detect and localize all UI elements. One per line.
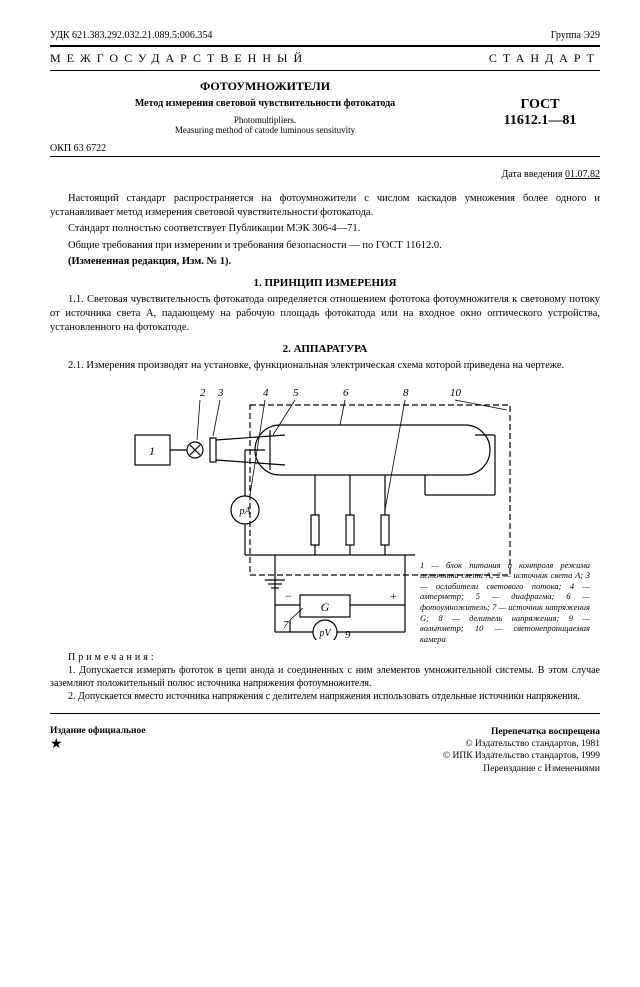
title-english-1: Photomultipliers. <box>50 115 480 125</box>
rule-footer <box>50 713 600 714</box>
diagram-label-10: 10 <box>450 387 462 399</box>
star-icon: ★ <box>50 736 146 753</box>
note-1: 1. Допускается измерять фототок в цепи а… <box>50 664 600 690</box>
footer-right: Перепечатка воспрещена © Издательство ст… <box>443 726 600 775</box>
svg-text:−: − <box>285 589 292 603</box>
diagram-label-4: 4 <box>263 387 269 399</box>
diagram-label-7: 7 <box>283 619 289 631</box>
title-russian: ФОТОУМНОЖИТЕЛИ <box>50 79 480 94</box>
diagram-label-5: 5 <box>293 387 299 399</box>
top-codes-row: УДК 621.383.292.032.21.089.5:006.354 Гру… <box>50 30 600 41</box>
section-2-heading: 2. АППАРАТУРА <box>50 343 600 355</box>
diagram-label-6: 6 <box>343 387 349 399</box>
group-code: Группа Э29 <box>551 30 600 41</box>
date-intro-value: 01.07.82 <box>565 169 600 180</box>
meter-pa-label: pA <box>238 506 251 517</box>
okp-code: ОКП 63 6722 <box>50 143 600 154</box>
p-1-1: 1.1. Световая чувствительность фотокатод… <box>50 293 600 336</box>
section-2-body: 2.1. Измерения производят на установке, … <box>50 359 600 373</box>
title-block: ФОТОУМНОЖИТЕЛИ Метод измерения световой … <box>50 79 600 135</box>
section-1-body: 1.1. Световая чувствительность фотокатод… <box>50 293 600 336</box>
date-intro: Дата введения 01.07.82 <box>50 169 600 180</box>
meter-pv-label: pV <box>318 628 332 639</box>
edition-official: Издание официальное <box>50 726 146 736</box>
section-1-heading: 1. ПРИНЦИП ИЗМЕРЕНИЯ <box>50 277 600 289</box>
circuit-diagram-wrap: 1 <box>50 380 600 645</box>
notes-heading: Примечания: <box>50 651 600 664</box>
svg-text:+: + <box>390 589 397 603</box>
gost-number-block: ГОСТ 11612.1—81 <box>480 79 600 135</box>
diagram-label-8: 8 <box>403 387 409 399</box>
title-left: ФОТОУМНОЖИТЕЛИ Метод измерения световой … <box>50 79 480 135</box>
rule-top-2 <box>50 70 600 71</box>
gost-label: ГОСТ <box>480 97 600 113</box>
document-page: УДК 621.383.292.032.21.089.5:006.354 Гру… <box>0 0 640 795</box>
diagram-label-2: 2 <box>200 387 206 399</box>
intro-p1: Настоящий стандарт распространяется на ф… <box>50 192 600 220</box>
intro-p3: Общие требования при измерении и требова… <box>50 239 600 253</box>
source-g-label: G <box>321 600 330 614</box>
rule-mid <box>50 156 600 157</box>
intro-paragraphs: Настоящий стандарт распространяется на ф… <box>50 192 600 269</box>
notes-block: Примечания: 1. Допускается измерять фото… <box>50 651 600 703</box>
title-english-2: Measuring method of catode luminous sens… <box>50 125 480 135</box>
rule-top-1 <box>50 45 600 47</box>
diagram-label-3: 3 <box>217 387 224 399</box>
intro-p4: (Измененная редакция, Изм. № 1). <box>50 255 600 269</box>
date-intro-label: Дата введения <box>502 169 565 180</box>
subtitle-russian: Метод измерения световой чувствительност… <box>50 98 480 109</box>
diagram-label-1: 1 <box>149 444 155 458</box>
diagram-label-9: 9 <box>345 629 351 640</box>
reissue-note: Переиздание с Изменениями <box>443 763 600 775</box>
footer: Издание официальное ★ Перепечатка воспре… <box>50 726 600 775</box>
interstate-standard-banner: МЕЖГОСУДАРСТВЕННЫЙ СТАНДАРТ <box>50 51 600 66</box>
footer-left: Издание официальное ★ <box>50 726 146 775</box>
udk-code: УДК 621.383.292.032.21.089.5:006.354 <box>50 30 212 41</box>
p-2-1: 2.1. Измерения производят на установке, … <box>50 359 600 373</box>
note-2: 2. Допускается вместо источника напряжен… <box>50 690 600 703</box>
reprint-forbidden: Перепечатка воспрещена <box>491 727 600 737</box>
gost-number: 11612.1—81 <box>480 113 600 129</box>
copyright-1981: © Издательство стандартов, 1981 <box>443 738 600 750</box>
copyright-1999: © ИПК Издательство стандартов, 1999 <box>443 750 600 762</box>
intro-p2: Стандарт полностью соответствует Публика… <box>50 222 600 236</box>
diagram-legend: 1 — блок питания и контроля режима источ… <box>420 560 590 645</box>
